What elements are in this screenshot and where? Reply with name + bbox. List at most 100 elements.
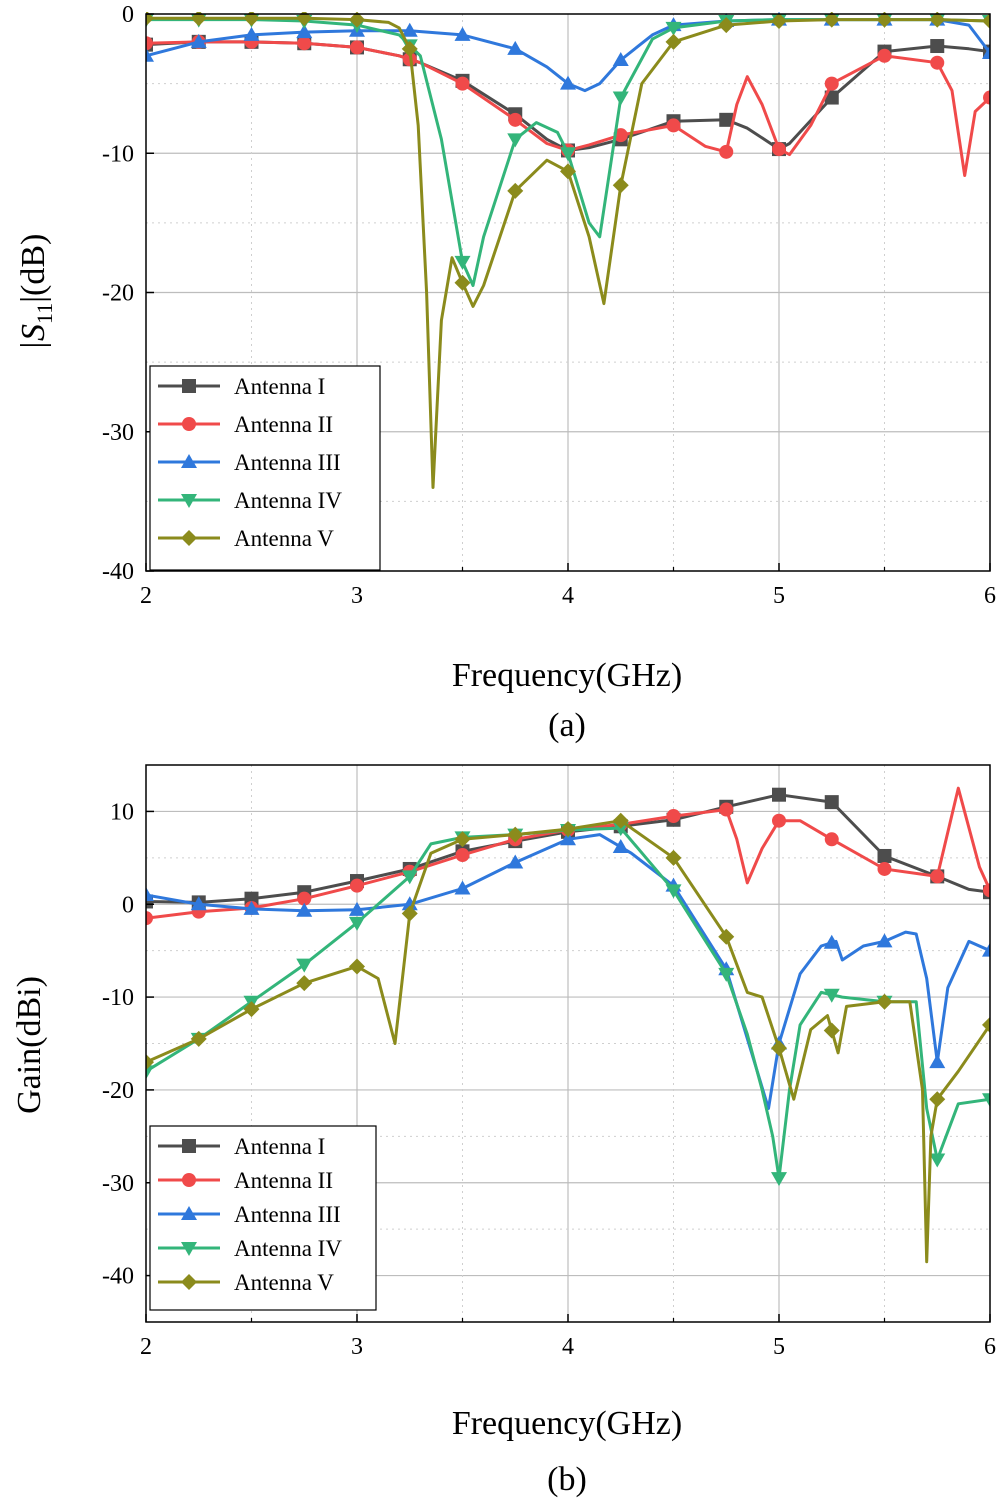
legend-item-antenna-iv: Antenna IV [158, 1236, 342, 1261]
data-point-antenna-ii [146, 911, 153, 926]
data-point-antenna-ii [983, 90, 990, 105]
data-point-antenna-ii [719, 802, 734, 817]
data-point-antenna-ii [455, 848, 470, 863]
data-point-antenna-ii [146, 36, 153, 51]
x-tick-label: 4 [562, 1334, 574, 1360]
legend-label: Antenna V [234, 1270, 334, 1295]
data-point-antenna-i [930, 39, 945, 54]
data-point-antenna-iii [454, 880, 471, 895]
data-point-antenna-iv [665, 884, 682, 899]
data-point-antenna-iv [771, 1172, 787, 1187]
data-point-antenna-v [771, 1040, 787, 1057]
data-point-antenna-v [401, 40, 418, 57]
data-point-antenna-iv [454, 255, 471, 270]
y-tick-label: 0 [122, 2, 134, 28]
data-point-antenna-ii [930, 55, 945, 70]
legend-item-antenna-i: Antenna I [158, 1134, 325, 1159]
data-point-antenna-iv [296, 958, 313, 973]
legend-item-antenna-v: Antenna V [158, 1270, 334, 1295]
legend-swatch-marker [181, 494, 197, 508]
data-point-antenna-ii [772, 813, 786, 828]
legend-swatch-marker [181, 454, 197, 468]
data-point-antenna-v [560, 821, 576, 838]
data-point-antenna-iii [296, 902, 313, 917]
panel-a-y-axis-title: |S11|(dB) [15, 234, 57, 351]
data-point-antenna-iv [982, 1093, 990, 1108]
data-point-antenna-ii [772, 142, 786, 157]
x-tick-label: 6 [984, 583, 996, 609]
series-antenna-v [146, 12, 990, 489]
y-tick-label: -30 [102, 420, 134, 446]
data-point-antenna-iv [823, 988, 840, 1003]
data-point-antenna-iii [612, 839, 629, 854]
data-point-antenna-ii [350, 878, 364, 893]
data-point-antenna-iii [507, 854, 524, 869]
legend-item-antenna-i: Antenna I [158, 374, 325, 399]
data-point-antenna-v [665, 33, 682, 50]
panel-a-ticks: 2 3 4 5 6 0 -10 -20 -30 -40 [102, 2, 996, 609]
data-point-antenna-ii [719, 144, 734, 159]
legend-label: Antenna IV [234, 488, 342, 513]
legend-swatch-marker [182, 1173, 196, 1187]
y-tick-label: -40 [102, 1264, 134, 1290]
legend-label: Antenna IV [234, 1236, 342, 1261]
data-point-antenna-iv [349, 916, 365, 931]
legend-swatch-marker [181, 1206, 197, 1220]
data-point-antenna-iii [146, 47, 154, 62]
x-tick-label: 5 [773, 1334, 785, 1360]
y-tick-label: -20 [102, 281, 134, 307]
data-point-antenna-ii [350, 40, 364, 55]
legend-swatch-marker [181, 530, 197, 546]
data-point-antenna-ii [297, 36, 312, 51]
legend-swatch-marker [182, 417, 196, 431]
x-tick-label: 3 [351, 1334, 363, 1360]
data-point-antenna-ii [297, 891, 312, 906]
data-point-antenna-v [454, 274, 471, 291]
panel-b-legend: Antenna I Antenna II Antenna III Antenna IV… [149, 1125, 377, 1311]
y-tick-label: 0 [122, 892, 134, 918]
data-point-antenna-v [507, 182, 524, 199]
series-line-antenna-iv [146, 18, 990, 287]
y-tick-label: 10 [110, 799, 134, 825]
legend-item-antenna-iv: Antenna IV [158, 488, 342, 513]
data-point-antenna-i [146, 894, 153, 909]
data-point-antenna-iv [612, 822, 629, 837]
data-point-antenna-iii [982, 44, 990, 59]
data-point-antenna-i [877, 848, 892, 863]
data-point-antenna-v [876, 12, 893, 28]
data-point-antenna-iii [243, 26, 260, 41]
panel-b-caption: (b) [547, 1461, 587, 1498]
data-point-antenna-v [771, 12, 787, 29]
legend-swatch-marker [182, 1139, 196, 1153]
data-point-antenna-v [560, 163, 576, 180]
data-point-antenna-ii [824, 832, 839, 847]
data-point-antenna-iv [718, 967, 735, 982]
data-point-antenna-iii [876, 933, 893, 948]
legend-label: Antenna III [234, 450, 341, 475]
series-antenna-v [146, 812, 990, 1264]
legend-label: Antenna II [234, 1168, 333, 1193]
data-point-antenna-v [190, 12, 207, 27]
data-point-antenna-iii [146, 886, 154, 901]
panel-a-x-axis-title: Frequency(GHz) [452, 657, 682, 694]
panel-b-y-axis-title: Gain(dBi) [11, 976, 48, 1114]
data-point-antenna-iii [296, 24, 313, 39]
legend-label: Antenna I [234, 374, 325, 399]
panel-b-x-axis-title: Frequency(GHz) [452, 1405, 682, 1442]
data-point-antenna-ii [666, 118, 681, 133]
legend-item-antenna-iii: Antenna III [158, 450, 341, 475]
data-point-antenna-v [243, 12, 260, 27]
panel-b-grid [146, 765, 990, 1322]
x-tick-label: 5 [773, 583, 785, 609]
data-point-antenna-v [349, 12, 365, 28]
panel-a-y-axis-title-sub: 11 [32, 303, 57, 324]
series-line-antenna-v [146, 819, 990, 1264]
data-point-antenna-iii [560, 831, 576, 846]
legend-label: Antenna III [234, 1202, 341, 1227]
data-point-antenna-ii [455, 76, 470, 91]
x-tick-label: 4 [562, 583, 574, 609]
data-point-antenna-v [823, 1022, 840, 1039]
data-point-antenna-v [507, 826, 524, 843]
panel-a-y-axis-title-tail: |(dB) [15, 234, 52, 303]
